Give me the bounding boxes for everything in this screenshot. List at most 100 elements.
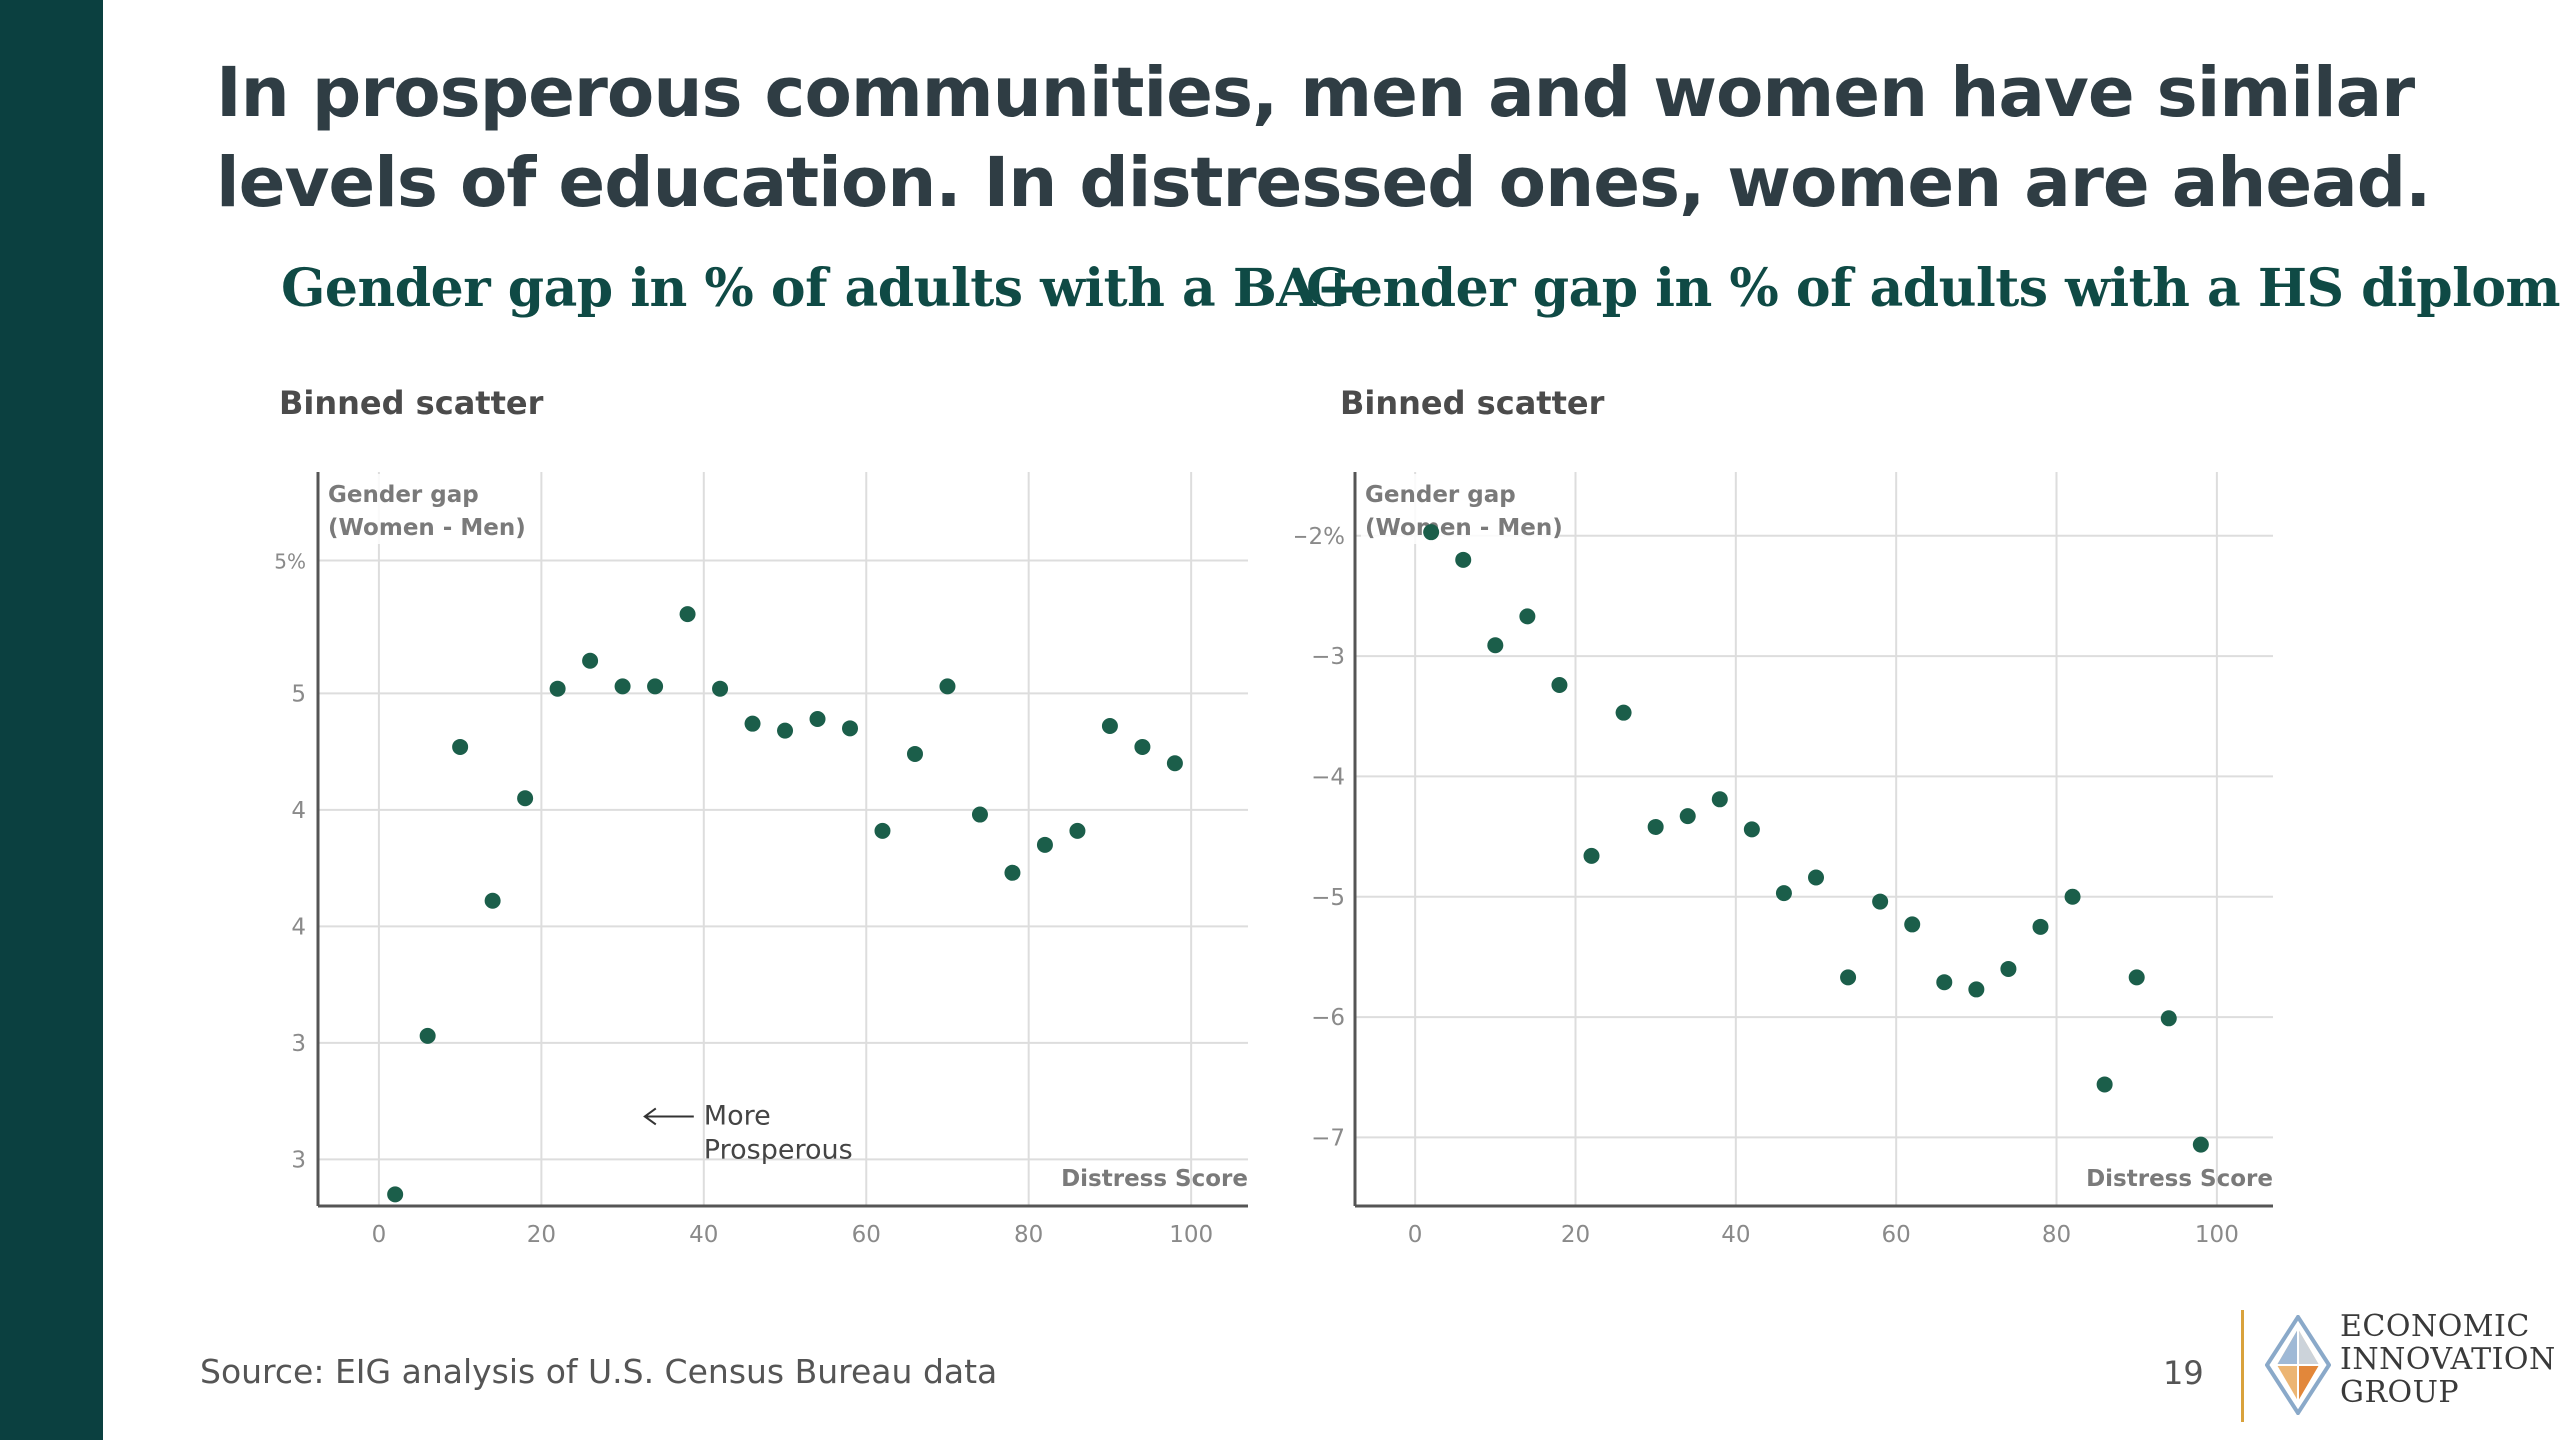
hs-data-point — [1872, 893, 1889, 910]
ba-annotation-text: Prosperous — [704, 1134, 853, 1165]
hs-x-tick-label: 20 — [1561, 1222, 1590, 1248]
ba-data-point — [647, 678, 664, 695]
hs-x-axis-label: Distress Score — [2086, 1166, 2273, 1192]
ba-data-point — [939, 678, 956, 695]
ba-x-axis-label: Distress Score — [1061, 1166, 1248, 1192]
hs-data-point — [1711, 791, 1728, 808]
ba-data-point — [452, 738, 469, 755]
ba-x-tick-label: 20 — [527, 1222, 556, 1248]
hs-x-tick-label: 100 — [2195, 1222, 2239, 1248]
hs-y-tick-label: −6 — [1311, 1005, 1345, 1031]
hs-data-point — [2192, 1136, 2209, 1153]
logo-line-1: ECONOMIC — [2340, 1309, 2530, 1344]
hs-data-point — [1775, 885, 1792, 902]
hs-y-tick-label: −7 — [1311, 1125, 1345, 1151]
chart-title-hs: Gender gap in % of adults with a HS dipl… — [1306, 258, 2560, 319]
hs-data-point — [2096, 1076, 2113, 1093]
ba-y-axis-label: Gender gap — [328, 482, 479, 508]
hs-data-point — [1615, 704, 1632, 721]
hs-data-point — [2128, 969, 2145, 986]
hs-data-point — [1583, 847, 1600, 864]
chart-title-ba: Gender gap in % of adults with a BA+ — [281, 258, 1360, 319]
ba-data-point — [842, 720, 859, 737]
hs-y-label-bg — [1361, 474, 1557, 544]
ba-annotation-arrowhead — [643, 1107, 657, 1126]
ba-y-axis-label: (Women - Men) — [328, 515, 526, 541]
hs-data-point — [1968, 981, 1985, 998]
hs-y-tick-label: −3 — [1311, 644, 1345, 670]
hs-x-tick-label: 60 — [1882, 1222, 1911, 1248]
hs-y-tick-label: −5 — [1311, 885, 1345, 911]
ba-x-tick-label: 40 — [689, 1222, 718, 1248]
ba-data-point — [1134, 738, 1151, 755]
chart-hs-plot: 0 20 40 60 80 100 −2% −3 −4 −5 −6 −7 Gender gap (Wome… — [1295, 472, 2273, 1248]
ba-data-point — [517, 790, 534, 807]
ba-y-tick-label: 4 — [291, 798, 306, 824]
ba-data-point — [419, 1027, 436, 1044]
ba-x-tick-label: 0 — [372, 1222, 387, 1248]
hs-data-point — [1743, 821, 1760, 838]
ba-y-label-bg — [324, 474, 520, 544]
hs-y-tick-label: −4 — [1311, 764, 1345, 790]
ba-x-tick-label: 60 — [852, 1222, 881, 1248]
ba-y-tick-label: 5 — [291, 681, 306, 707]
ba-data-point — [484, 892, 501, 909]
ba-data-point — [1166, 755, 1183, 772]
ba-x-tick-label: 80 — [1014, 1222, 1043, 1248]
ba-data-point — [582, 652, 599, 669]
ba-data-point — [809, 710, 826, 727]
hs-y-axis-label: Gender gap — [1365, 482, 1516, 508]
ba-data-point — [1036, 836, 1053, 853]
hs-data-point — [1904, 916, 1921, 933]
ba-data-point — [387, 1186, 404, 1203]
hs-data-point — [1487, 637, 1504, 654]
ba-y-tick-label: 3 — [291, 1147, 306, 1173]
ba-data-point — [614, 678, 631, 695]
ba-data-point — [679, 606, 696, 623]
ba-data-point — [874, 822, 891, 839]
logo-divider — [2241, 1310, 2244, 1422]
hs-data-point — [1936, 974, 1953, 991]
ba-data-point — [906, 745, 923, 762]
source-note: Source: EIG analysis of U.S. Census Bure… — [200, 1352, 998, 1391]
hs-data-point — [1808, 869, 1825, 886]
ba-x-tick-label: 100 — [1169, 1222, 1213, 1248]
hs-data-point — [2160, 1010, 2177, 1027]
ba-y-tick-label: 4 — [291, 914, 306, 940]
chart-subtitle-hs: Binned scatter — [1340, 384, 1605, 422]
hs-y-axis-label: (Women - Men) — [1365, 515, 1563, 541]
page-headline: In prosperous communities, men and women… — [216, 53, 2431, 223]
ba-annotation-text: More — [704, 1100, 771, 1131]
hs-data-point — [2000, 960, 2017, 977]
chart-ba-plot: 0 20 40 60 80 100 3 3 4 4 5 5% Gender gap (Women - Me… — [274, 472, 1248, 1248]
hs-data-point — [2032, 918, 2049, 935]
chart-subtitle-ba: Binned scatter — [279, 384, 544, 422]
ba-data-point — [777, 722, 794, 739]
hs-data-point — [1840, 969, 1857, 986]
ba-y-tick-label: 5% — [274, 550, 306, 574]
hs-x-tick-label: 40 — [1721, 1222, 1750, 1248]
hs-data-point — [1455, 551, 1472, 568]
hs-data-point — [1423, 524, 1440, 541]
hs-data-point — [2064, 888, 2081, 905]
hs-data-point — [1551, 676, 1568, 693]
hs-x-tick-label: 0 — [1408, 1222, 1423, 1248]
ba-data-point — [1101, 717, 1118, 734]
ba-data-point — [1069, 822, 1086, 839]
ba-y-tick-label: 3 — [291, 1031, 306, 1057]
hs-y-tick-label: −2% — [1295, 524, 1345, 550]
eig-logo-icon — [2265, 1315, 2331, 1415]
ba-data-point — [744, 715, 761, 732]
logo-line-2: INNOVATION — [2340, 1342, 2556, 1377]
hs-data-point — [1679, 808, 1696, 825]
ba-data-point — [712, 680, 729, 697]
hs-data-point — [1647, 818, 1664, 835]
eig-logo-text: ECONOMIC INNOVATION GROUP — [2340, 1310, 2556, 1409]
hs-data-point — [1519, 608, 1536, 625]
page-number: 19 — [2163, 1354, 2204, 1392]
ba-data-point — [971, 806, 988, 823]
hs-x-tick-label: 80 — [2042, 1222, 2071, 1248]
logo-line-3: GROUP — [2340, 1375, 2460, 1410]
ba-data-point — [549, 680, 566, 697]
ba-data-point — [1004, 864, 1021, 881]
